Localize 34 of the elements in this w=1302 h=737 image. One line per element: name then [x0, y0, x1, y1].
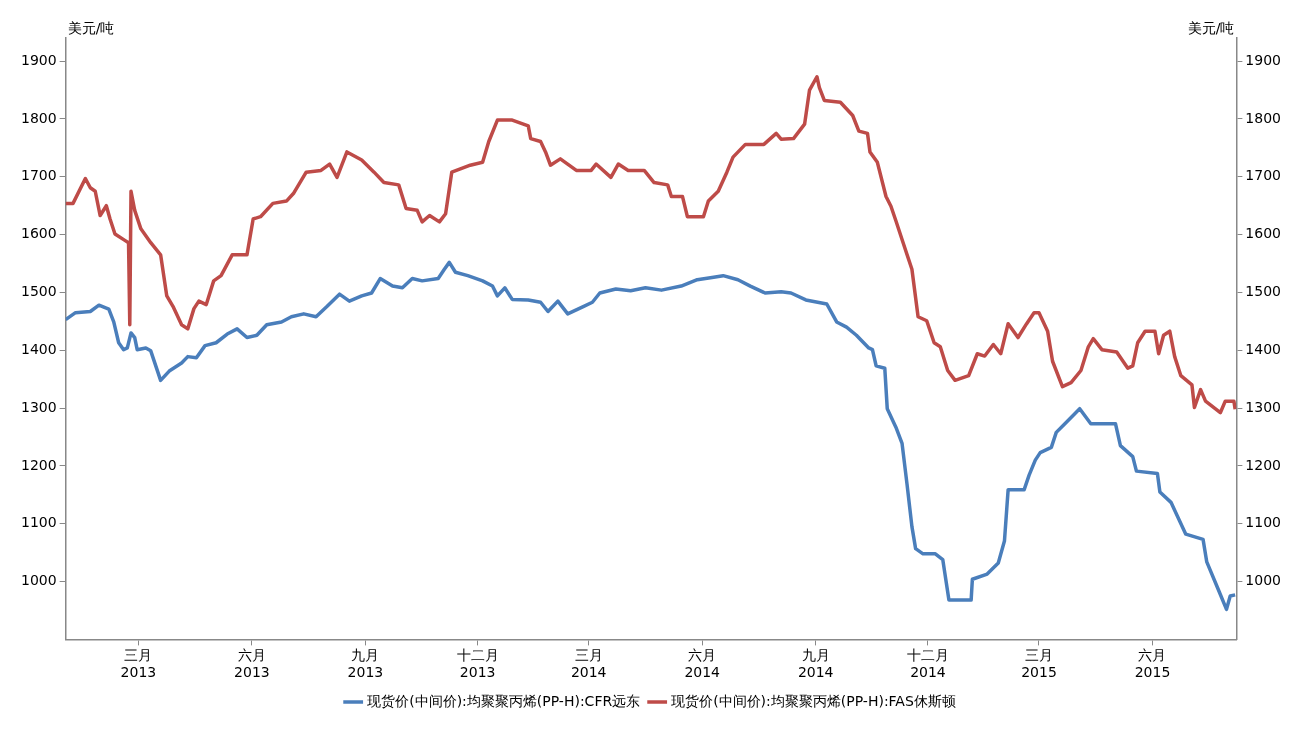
y2-tick-label: 1600 [1245, 225, 1282, 242]
y2-tick-label: 1000 [1245, 572, 1282, 589]
x-tick-label: 九月 2014 [797, 647, 834, 681]
y-axis-title: 美元/吨 [67, 19, 115, 36]
x-tick-label: 六月 2014 [684, 647, 721, 681]
y2-tick-label: 1500 [1245, 283, 1282, 300]
y-tick-label: 1800 [20, 109, 57, 126]
y2-axis-title: 美元/吨 [1187, 19, 1235, 36]
y2-tick-label: 1900 [1245, 51, 1282, 68]
y-tick-label: 1200 [20, 456, 57, 473]
y-tick-label: 1900 [20, 51, 57, 68]
y-tick-label: 1600 [20, 225, 57, 242]
x-tick-label: 六月 2015 [1134, 647, 1171, 681]
legend-label: 现货价(中间价):均聚聚丙烯(PP-H):CFR远东 [367, 692, 641, 709]
y-tick-label: 1400 [20, 340, 57, 357]
x-tick-label: 十二月 2014 [906, 647, 949, 681]
y2-tick-label: 1100 [1245, 514, 1282, 531]
x-tick-label: 六月 2013 [234, 647, 270, 681]
x-tick-label: 十二月 2013 [456, 647, 499, 681]
y2-tick-label: 1300 [1245, 398, 1282, 415]
y-tick-label: 1000 [20, 572, 57, 589]
y-tick-label: 1100 [20, 514, 57, 531]
y2-tick-label: 1700 [1245, 167, 1282, 184]
y2-tick-label: 1200 [1245, 456, 1282, 473]
y-tick-label: 1700 [20, 167, 57, 184]
x-tick-label: 九月 2013 [347, 647, 384, 681]
x-tick-label: 三月 2013 [120, 647, 157, 681]
x-tick-label: 三月 2014 [570, 647, 607, 681]
legend-label: 现货价(中间价):均聚聚丙烯(PP-H):FAS休斯顿 [671, 692, 956, 709]
y-tick-label: 1300 [20, 398, 57, 415]
y2-tick-label: 1800 [1245, 109, 1282, 126]
x-tick-label: 三月 2015 [1021, 647, 1057, 681]
y-tick-label: 1500 [20, 283, 57, 300]
y2-tick-label: 1400 [1245, 340, 1282, 357]
